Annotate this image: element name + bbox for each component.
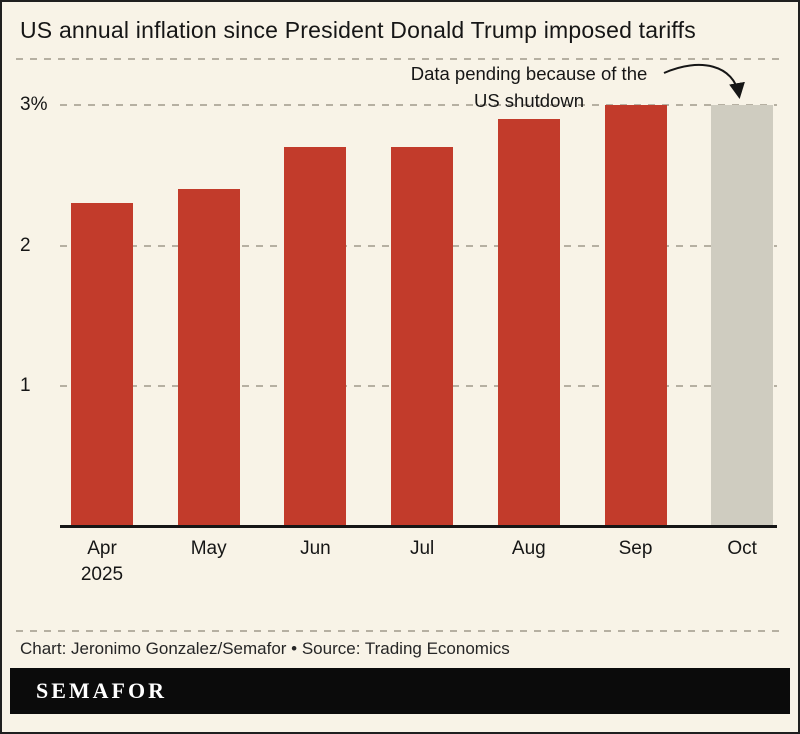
xtick-jun: Jun [300,538,331,559]
footer-separator [16,630,784,632]
bar-may [177,189,240,527]
y-axis-labels: 1 2 3% [2,63,62,527]
annotation-text: Data pending because of the US shutdown [379,60,679,114]
semafor-logo: SEMAFOR [36,678,167,703]
plot-area [60,63,777,527]
gridline-3 [60,103,777,106]
credit-line: Chart: Jeronimo Gonzalez/Semafor • Sourc… [20,639,510,658]
annotation-line-2: US shutdown [473,90,585,111]
bar-oct [711,104,774,527]
chart-title: US annual inflation since President Dona… [20,17,696,43]
title-separator [16,58,784,60]
bar-sep [604,104,667,527]
xtick-aug: Aug [511,538,546,559]
bar-jul [391,147,454,527]
logo-bar: SEMAFOR [10,668,790,714]
xtick-oct: Oct [727,538,757,559]
bar-jun [284,147,347,527]
x-axis-line [60,525,777,528]
xtick-apr: Apr 2025 [49,536,155,588]
ytick-label-3: 3% [20,93,48,115]
xtick-may: May [190,538,227,559]
bar-apr [71,203,133,527]
ytick-label-2: 2 [20,234,31,256]
annotation-line-1: Data pending because of the [410,63,648,84]
bar-aug [497,118,560,527]
xtick-year-label: 2025 [80,564,124,585]
x-axis-labels: Apr 2025 May Jun Jul Aug Sep Oct [62,536,777,596]
annotation-arrow-icon [663,63,745,99]
xtick-jul: Jul [409,538,435,559]
xtick-sep: Sep [618,538,653,559]
ytick-label-1: 1 [20,375,31,397]
